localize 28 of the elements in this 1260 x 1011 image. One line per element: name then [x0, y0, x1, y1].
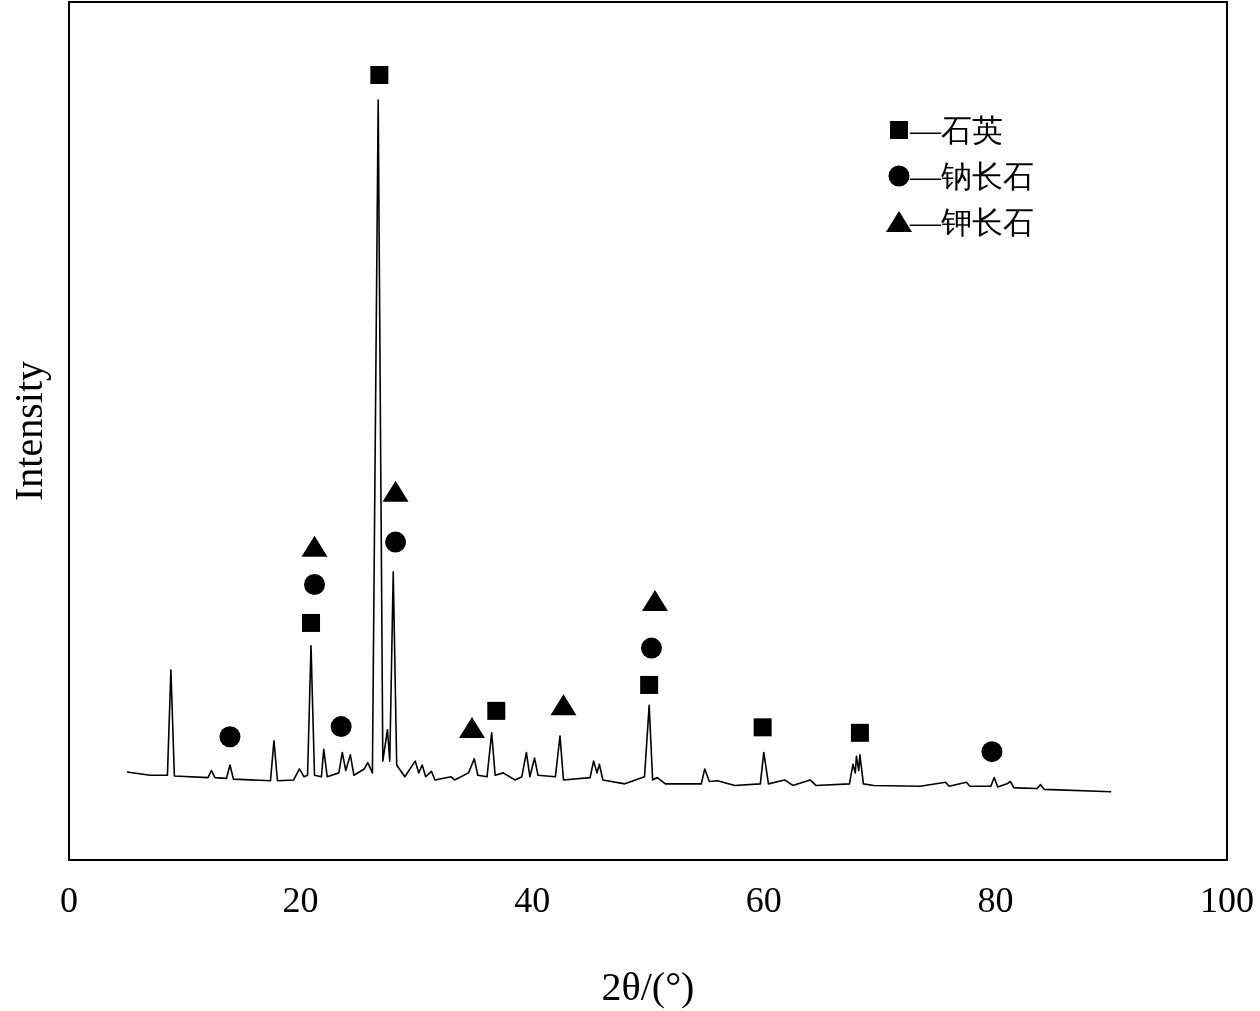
- point: [753, 718, 772, 737]
- point: [550, 694, 577, 716]
- x-axis-title: 2θ/(°): [601, 964, 695, 1009]
- legend-label: —钾长石: [909, 205, 1034, 240]
- point: [304, 573, 325, 595]
- point: [302, 613, 321, 632]
- x-tick-label: 80: [977, 880, 1014, 920]
- point: [850, 723, 869, 742]
- x-tick-label: 40: [514, 880, 551, 920]
- point: [370, 66, 389, 84]
- y-axis-title: Intensity: [6, 361, 51, 501]
- point: [382, 480, 409, 502]
- point: [301, 535, 328, 557]
- point: [487, 701, 506, 720]
- legend-label: —钠长石: [909, 159, 1034, 194]
- x-tick-label: 20: [282, 880, 319, 920]
- point: [330, 716, 352, 738]
- x-tick-label: 60: [745, 880, 782, 920]
- x-tick-label: 100: [1200, 880, 1254, 920]
- point: [641, 589, 668, 611]
- legend-label: —石英: [909, 113, 1003, 148]
- point: [219, 726, 241, 748]
- point: [981, 741, 1003, 763]
- point: [640, 637, 662, 659]
- point: [640, 675, 659, 694]
- point: [385, 531, 407, 553]
- x-tick-label: 0: [60, 880, 78, 920]
- point: [458, 717, 485, 739]
